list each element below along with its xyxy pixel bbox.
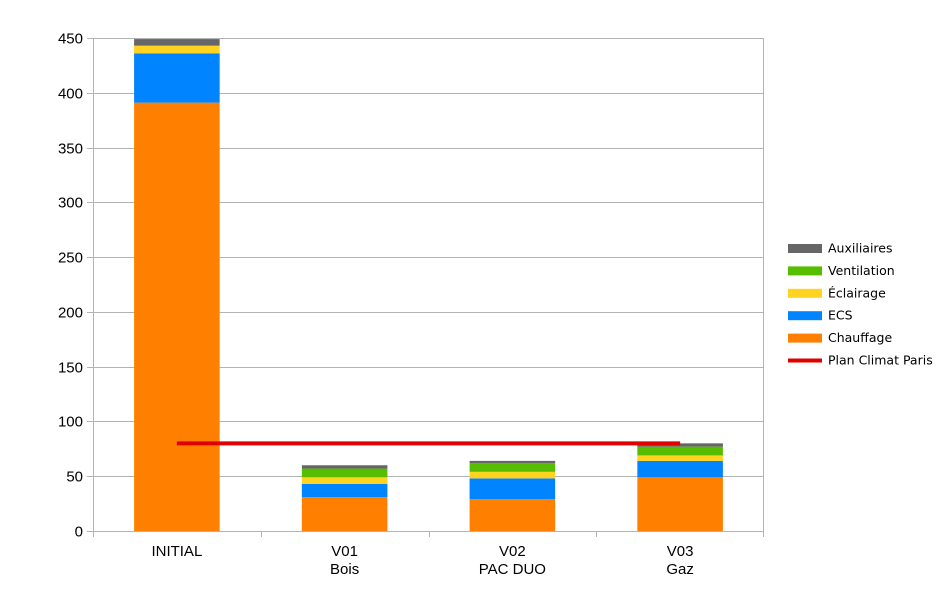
y-tick-label: 250: [58, 250, 83, 267]
y-tick-label: 0: [75, 524, 83, 541]
bar-segment--clairage: [301, 477, 388, 484]
bar-segment--clairage: [469, 471, 556, 479]
y-tick-label: 200: [58, 305, 83, 322]
bar-segment-ecs: [469, 478, 556, 500]
legend-swatch: [788, 288, 822, 298]
bar-segment--clairage: [134, 45, 220, 54]
x-tick-label: V01: [331, 543, 358, 560]
y-tick-label: 450: [58, 31, 83, 48]
x-tick-label: V03: [667, 543, 694, 560]
x-tick-label: PAC DUO: [479, 561, 546, 578]
bar-segment-ventilation: [301, 468, 388, 478]
legend-label: ECS: [828, 308, 853, 323]
legend: Auxiliaires Ventilation Éclairage ECS Chauff…: [788, 241, 933, 368]
bar-segment-auxiliaires: [301, 465, 388, 469]
legend-label: Auxiliaires: [828, 241, 893, 256]
bar-segment-ecs: [301, 483, 388, 498]
legend-swatch: [788, 244, 822, 253]
bar-segment--clairage: [637, 455, 723, 461]
bar-segment-chauffage: [637, 477, 723, 531]
y-tick-label: 300: [58, 195, 83, 212]
y-tick-label: 150: [58, 360, 83, 377]
bar-segment-ecs: [637, 460, 723, 478]
legend-swatch: [788, 311, 822, 321]
bar-segment-ecs: [134, 53, 220, 103]
y-tick-label: 100: [58, 414, 83, 431]
y-tick-label: 350: [58, 141, 83, 158]
y-axis: 0 50 100 150 200 250 300 350 400 450: [58, 31, 764, 541]
x-tick-label: V02: [499, 543, 526, 560]
bars: [134, 39, 723, 531]
x-tick-label: Bois: [330, 561, 359, 578]
legend-label: Chauffage: [828, 330, 892, 345]
bar-segment-chauffage: [301, 497, 388, 531]
x-tick-label: Gaz: [666, 561, 694, 578]
y-tick-label: 50: [66, 469, 83, 486]
bar-segment-auxiliaires: [469, 460, 556, 464]
x-tick-label: INITIAL: [151, 543, 202, 560]
bar-segment-ventilation: [469, 463, 556, 472]
bar-segment-chauffage: [134, 102, 220, 531]
bar-segment-chauffage: [469, 499, 556, 531]
legend-label: Éclairage: [828, 285, 886, 300]
y-tick-label: 400: [58, 86, 83, 103]
legend-label: Plan Climat Paris: [828, 353, 933, 368]
bar-segment-ventilation: [637, 446, 723, 456]
legend-swatch: [788, 333, 822, 343]
bar-segment-auxiliaires: [134, 39, 220, 46]
legend-label: Ventilation: [828, 263, 895, 278]
legend-swatch: [788, 266, 822, 276]
